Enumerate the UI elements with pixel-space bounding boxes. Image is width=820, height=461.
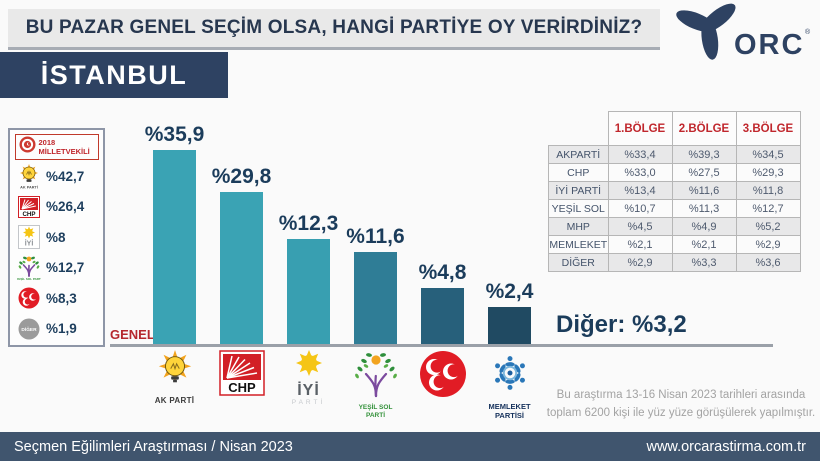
chp-logo-icon: CHP bbox=[218, 350, 265, 401]
party-caption-iyi-sub: PARTİ bbox=[291, 399, 326, 407]
party-logos-row: AK PARTİ CHP bbox=[141, 350, 543, 420]
bar-akparti bbox=[153, 150, 196, 344]
bar-mhp bbox=[421, 288, 464, 344]
table-row: AKPARTİ %33,4 %39,3 %34,5 bbox=[548, 145, 801, 164]
footer-website: www.orcarastirma.com.tr bbox=[646, 438, 806, 455]
table-row: MHP %4,5 %4,9 %5,2 bbox=[548, 217, 801, 236]
chart-baseline bbox=[110, 344, 773, 347]
party-caption-yesilsol: YEŞİL SOL PARTİ bbox=[358, 404, 393, 419]
bar-column-yesilsol: %11,6 bbox=[342, 116, 409, 344]
footer-survey-name: Seçmen Eğilimleri Araştırması / Nisan 20… bbox=[14, 438, 293, 455]
bar-chart: %35,9 %29,8 %12,3 %11,6 %4,8 %2,4 bbox=[141, 116, 543, 344]
bar-value-label: %11,6 bbox=[346, 225, 405, 248]
orc-logo-icon: ORC ® bbox=[672, 2, 814, 62]
table-blank-cell bbox=[549, 112, 609, 146]
table-header-row: 1.BÖLGE 2.BÖLGE 3.BÖLGE bbox=[549, 111, 801, 146]
title-bar: BU PAZAR GENEL SEÇİM OLSA, HANGİ PARTİYE… bbox=[8, 9, 660, 50]
akparti-lightbulb-icon: AK PARTİ bbox=[16, 163, 42, 190]
table-row: İYİ PARTİ %13,4 %11,6 %11,8 bbox=[548, 181, 801, 200]
svg-text:DİĞER: DİĞER bbox=[21, 325, 37, 333]
bar-column-iyi: %12,3 bbox=[275, 116, 342, 344]
logo-yesilsol: YEŞİL SOL PARTİ bbox=[342, 350, 409, 420]
sidebar-item-mhp: %8,3 bbox=[10, 283, 103, 314]
footer-bar: Seçmen Eğilimleri Araştırması / Nisan 20… bbox=[0, 432, 820, 461]
mhp-crescents-icon bbox=[16, 287, 42, 309]
methodology-footnote: Bu araştırma 13-16 Nisan 2023 tarihleri … bbox=[546, 389, 816, 419]
table-row: CHP %33,0 %27,5 %29,3 bbox=[548, 163, 801, 182]
bar-memleket bbox=[488, 307, 531, 344]
seal-2018-icon bbox=[19, 136, 36, 158]
sidebar-value-yesilsol: %12,7 bbox=[46, 260, 85, 276]
table-col-1bolge: 1.BÖLGE bbox=[607, 111, 673, 146]
logo-chp: CHP bbox=[208, 350, 275, 420]
bar-value-label: %29,8 bbox=[211, 165, 272, 188]
axis-label-genel: GENEL bbox=[110, 327, 155, 342]
table-row: DİĞER %2,9 %3,3 %3,6 bbox=[548, 253, 801, 272]
bar-value-label: %4,8 bbox=[418, 261, 467, 284]
sidebar-2018-results: 2018 MİLLETVEKİLİ bbox=[8, 128, 105, 347]
svg-text:CHP: CHP bbox=[22, 211, 35, 218]
logo-akparti: AK PARTİ bbox=[141, 350, 208, 420]
bar-column-mhp: %4,8 bbox=[409, 116, 476, 344]
sidebar-item-diger: DİĞER %1,9 bbox=[10, 314, 103, 345]
svg-text:AK PARTİ: AK PARTİ bbox=[20, 185, 38, 189]
page-title: BU PAZAR GENEL SEÇİM OLSA, HANGİ PARTİYE… bbox=[25, 17, 643, 38]
table-row: YEŞİL SOL %10,7 %11,3 %12,7 bbox=[548, 199, 801, 218]
bar-value-label: %12,3 bbox=[278, 212, 339, 235]
other-share-label: Diğer: %3,2 bbox=[556, 311, 687, 338]
logo-memleket: MEMLEKET PARTİSİ bbox=[476, 350, 543, 420]
svg-text:ORC: ORC bbox=[734, 29, 804, 61]
bar-value-label: %35,9 bbox=[144, 123, 205, 146]
region-name: İSTANBUL bbox=[40, 59, 188, 90]
sidebar-header: 2018 MİLLETVEKİLİ bbox=[14, 134, 99, 160]
svg-text:İYİ: İYİ bbox=[25, 240, 34, 248]
chp-logo-icon: CHP bbox=[16, 195, 42, 218]
region-table: 1.BÖLGE 2.BÖLGE 3.BÖLGE AKPARTİ %33,4 %3… bbox=[548, 111, 801, 272]
table-col-3bolge: 3.BÖLGE bbox=[735, 111, 801, 146]
logo-mhp bbox=[409, 350, 476, 420]
iyi-sun-icon bbox=[291, 350, 327, 383]
yesil-sol-icon bbox=[351, 350, 401, 403]
svg-text:YEŞİL SOL PARTİ: YEŞİL SOL PARTİ bbox=[17, 276, 41, 281]
diger-circle-icon: DİĞER bbox=[16, 318, 42, 340]
table-col-2bolge: 2.BÖLGE bbox=[671, 111, 737, 146]
mhp-crescents-icon bbox=[419, 350, 467, 403]
sidebar-value-mhp: %8,3 bbox=[46, 290, 77, 306]
iyi-sun-icon: İYİ bbox=[16, 225, 42, 250]
sidebar-item-yesilsol: YEŞİL SOL PARTİ %12,7 bbox=[10, 253, 103, 284]
party-caption-iyi: İYİ bbox=[297, 382, 320, 399]
memleket-emblem-icon bbox=[487, 350, 533, 401]
bar-value-label: %2,4 bbox=[485, 280, 534, 303]
party-caption-akparti: AK PARTİ bbox=[154, 396, 195, 405]
svg-text:®: ® bbox=[805, 28, 811, 36]
bar-column-akparti: %35,9 bbox=[141, 116, 208, 344]
yesil-sol-icon: YEŞİL SOL PARTİ bbox=[16, 254, 42, 281]
logo-iyi: İYİ PARTİ bbox=[275, 350, 342, 420]
sidebar-value-chp: %26,4 bbox=[46, 199, 85, 215]
region-banner: İSTANBUL bbox=[0, 52, 228, 98]
bar-column-memleket: %2,4 bbox=[476, 116, 543, 344]
party-caption-memleket: MEMLEKET PARTİSİ bbox=[488, 402, 531, 420]
svg-text:CHP: CHP bbox=[228, 380, 256, 395]
sidebar-header-text: 2018 MİLLETVEKİLİ bbox=[38, 138, 90, 156]
sidebar-value-diger: %1,9 bbox=[46, 321, 77, 337]
sidebar-item-akparti: AK PARTİ %42,7 bbox=[10, 161, 103, 192]
bar-column-chp: %29,8 bbox=[208, 116, 275, 344]
bar-chp bbox=[220, 192, 263, 344]
bar-iyi bbox=[287, 239, 330, 344]
bar-yesilsol bbox=[354, 252, 397, 344]
sidebar-value-iyi: %8 bbox=[46, 229, 66, 245]
table-row: MEMLEKET %2,1 %2,1 %2,9 bbox=[548, 235, 801, 254]
sidebar-item-chp: CHP %26,4 bbox=[10, 192, 103, 223]
sidebar-item-iyi: İYİ %8 bbox=[10, 222, 103, 253]
sidebar-value-akparti: %42,7 bbox=[46, 168, 85, 184]
akparti-lightbulb-icon bbox=[151, 350, 199, 395]
